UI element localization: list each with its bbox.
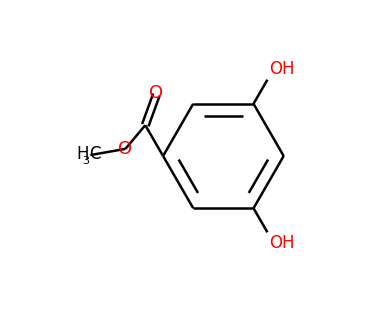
Text: O: O	[118, 140, 132, 158]
Text: OH: OH	[269, 60, 294, 78]
Text: 3: 3	[82, 156, 89, 166]
Text: O: O	[149, 84, 163, 102]
Text: C: C	[89, 145, 100, 163]
Text: OH: OH	[269, 234, 294, 252]
Text: H: H	[76, 145, 89, 163]
